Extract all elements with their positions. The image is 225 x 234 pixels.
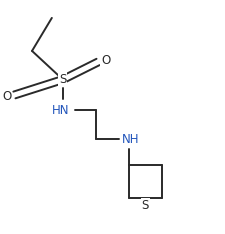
Text: S: S [142, 199, 149, 212]
Text: NH: NH [122, 132, 140, 146]
Text: S: S [59, 73, 67, 86]
Text: O: O [101, 54, 110, 67]
Text: HN: HN [52, 104, 69, 117]
Text: O: O [2, 90, 11, 102]
